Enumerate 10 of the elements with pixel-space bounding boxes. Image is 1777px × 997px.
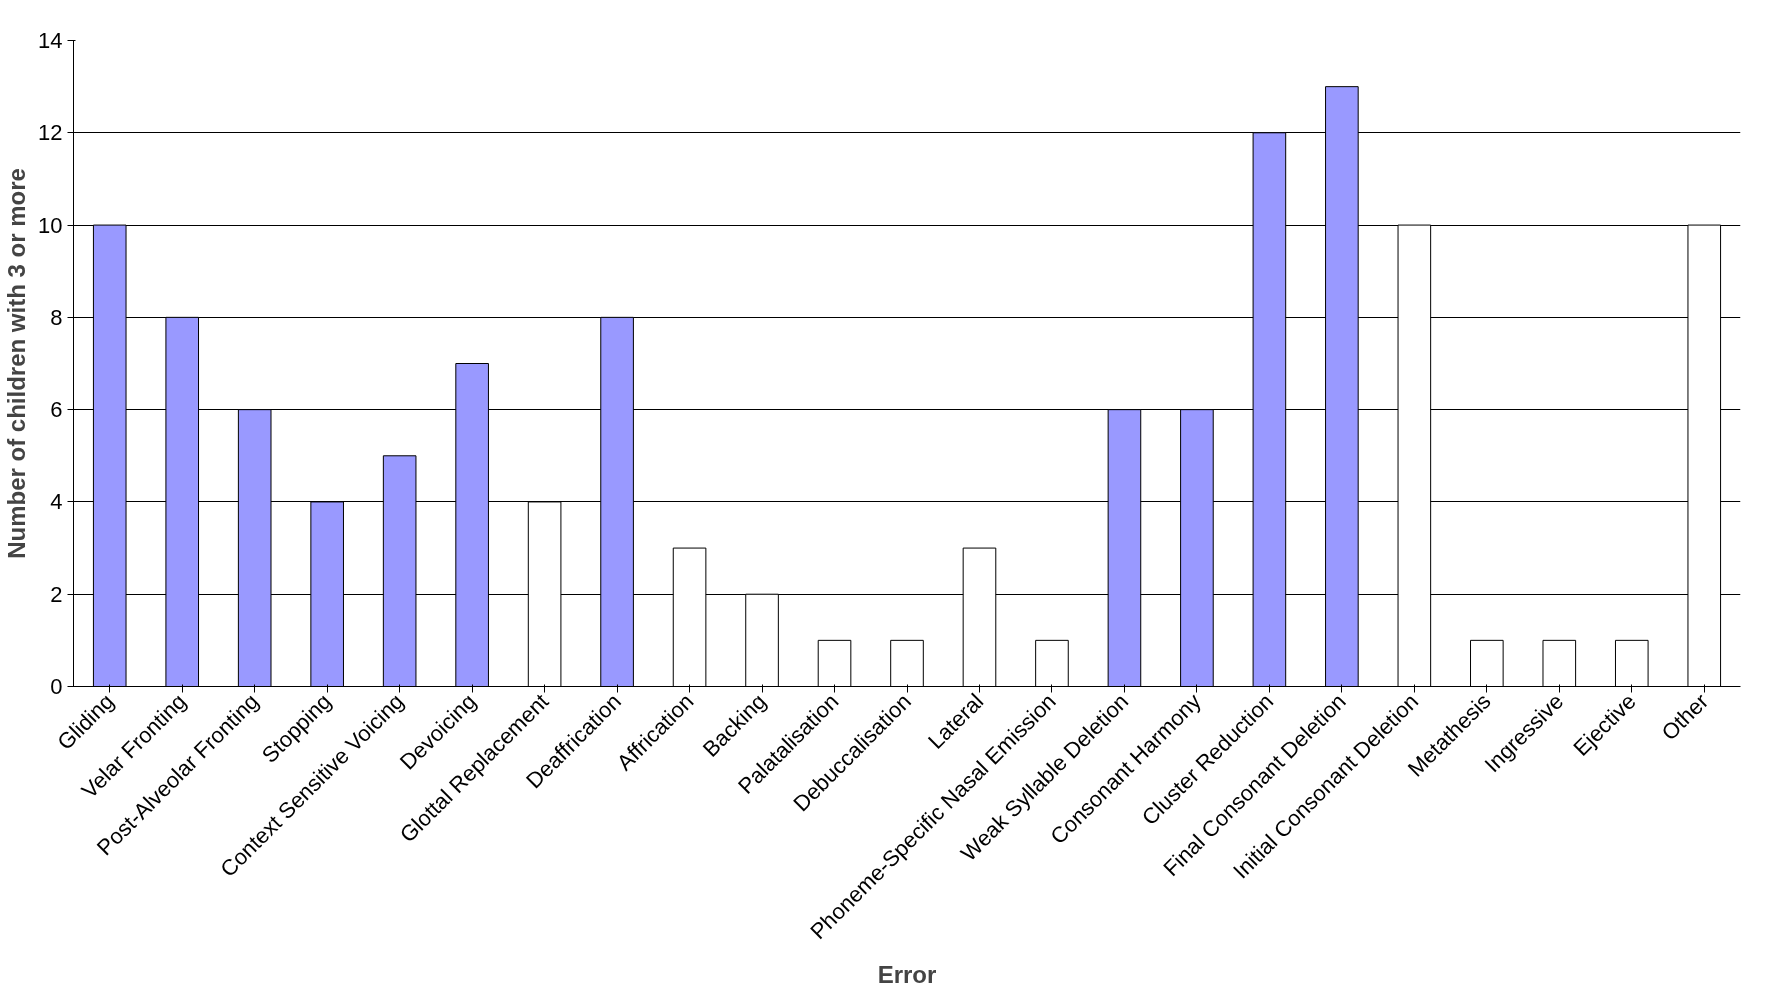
y-tick-label: 8 [50,304,63,330]
y-tick-label: 0 [50,674,63,699]
y-tick-label: 4 [50,489,63,515]
y-tick-label: 10 [38,212,63,238]
y-axis-title: Number of children with 3 or more [3,168,31,559]
y-tick-label: 12 [38,120,63,146]
y-tick-label: 14 [38,28,63,53]
y-tick-label: 2 [50,581,63,607]
x-axis-title: Error [877,960,937,988]
y-tick-label: 6 [50,397,63,423]
